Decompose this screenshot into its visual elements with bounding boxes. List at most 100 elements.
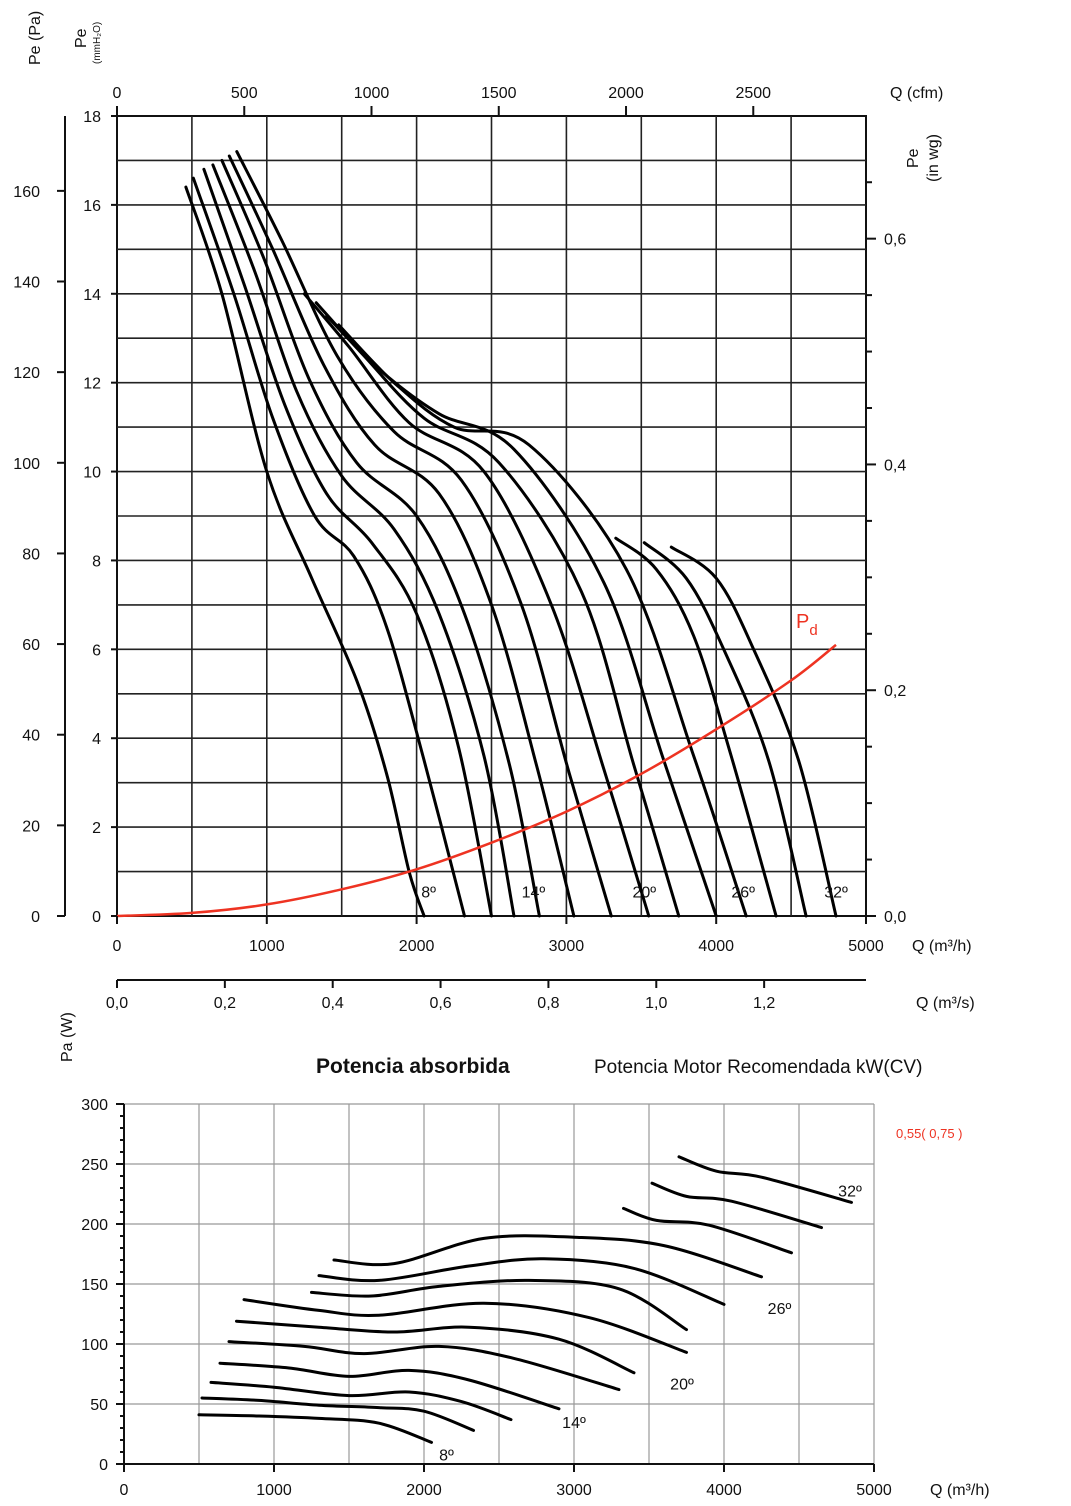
pa-tick-label: 20 [22, 818, 40, 835]
power-angle-label: 32º [838, 1183, 862, 1200]
lower-x-tick-label: 3000 [556, 1482, 592, 1499]
lower-x-axis-title: Q (m³/h) [930, 1482, 990, 1499]
lower-x-tick-label: 5000 [856, 1482, 892, 1499]
mm-tick-label: 4 [92, 731, 101, 748]
cfm-tick-label: 2000 [608, 85, 644, 102]
pa-tick-label: 140 [13, 275, 40, 292]
power-curve [650, 1181, 823, 1230]
lower-gridlines [124, 1103, 875, 1464]
angle-label: 26º [731, 885, 755, 902]
m3h-tick-label: 1000 [249, 938, 285, 955]
cfm-tick-label: 500 [231, 85, 258, 102]
pressure-curve [642, 541, 808, 918]
pressure-curve [191, 176, 466, 918]
power-angle-label: 26º [768, 1301, 792, 1318]
mm-axis-unit: (mmH₂O) [92, 22, 103, 64]
mm-tick-label: 14 [83, 287, 101, 304]
inwg-tick-label: 0,6 [884, 232, 906, 249]
motor-power-value: 0,55( 0,75 ) [896, 1126, 963, 1141]
mm-axis-title: Pe [73, 28, 90, 48]
mm-tick-label: 0 [92, 909, 101, 926]
pressure-curve [227, 154, 576, 918]
upper-angle-labels: 8º 14º 20º 26º 32º [421, 885, 848, 902]
pa-tick-label: 60 [22, 637, 40, 654]
motor-power-heading: Potencia Motor Recomendada kW(CV) [594, 1057, 922, 1078]
m3s-tick-label: 0,6 [429, 995, 451, 1012]
angle-label: 32º [824, 885, 848, 902]
m3s-tick-label: 1,0 [645, 995, 667, 1012]
mm-tick-label: 8 [92, 553, 101, 570]
m3s-tick-label: 0,2 [214, 995, 236, 1012]
lower-y-tick-label: 150 [81, 1277, 108, 1294]
mm-tick-label: 12 [83, 376, 101, 393]
power-curve [242, 1298, 688, 1354]
lower-angle-labels: 8º 14º 20º 26º 32º [439, 1183, 862, 1464]
pa-tick-label: 80 [22, 546, 40, 563]
pressure-curve [184, 185, 426, 918]
power-curve [197, 1413, 433, 1444]
power-curve [209, 1380, 513, 1422]
m3h-tick-label: 2000 [399, 938, 435, 955]
pa-axis-title: Pe (Pa) [27, 11, 44, 65]
pressure-curve [202, 167, 493, 918]
pressure-curve [302, 292, 651, 918]
pa-w-axis-title: Pa (W) [59, 1012, 76, 1062]
pa-tick-label: 100 [13, 456, 40, 473]
mm-tick-label: 16 [83, 198, 101, 215]
cfm-axis-title: Q (cfm) [890, 85, 943, 102]
lower-y-tick-label: 200 [81, 1217, 108, 1234]
mm-tick-label: 18 [83, 109, 101, 126]
power-angle-label: 20º [670, 1377, 694, 1394]
m3h-tick-label: 4000 [698, 938, 734, 955]
power-curve [235, 1319, 636, 1375]
pressure-curve [235, 150, 613, 918]
pressure-curve [669, 545, 838, 918]
cfm-tick-label: 0 [113, 85, 122, 102]
angle-label: 14º [522, 885, 546, 902]
power-chart-title: Potencia absorbida [316, 1055, 510, 1078]
lower-y-tick-label: 0 [99, 1457, 108, 1474]
pa-tick-label: 160 [13, 184, 40, 201]
pd-curve [116, 643, 837, 918]
angle-label: 20º [632, 885, 656, 902]
lower-x-tick-label: 4000 [706, 1482, 742, 1499]
lower-y-tick-label: 250 [81, 1157, 108, 1174]
lower-x-tick-label: 0 [120, 1482, 129, 1499]
m3s-tick-label: 1,2 [753, 995, 775, 1012]
power-curve [332, 1234, 763, 1279]
power-curve [677, 1155, 853, 1204]
pressure-curve [337, 323, 748, 918]
lower-power-curves [197, 1155, 853, 1444]
m3h-tick-label: 5000 [848, 938, 884, 955]
angle-label: 8º [421, 885, 436, 902]
lower-y-tick-label: 50 [90, 1397, 108, 1414]
m3h-tick-label: 3000 [549, 938, 585, 955]
m3s-tick-label: 0,4 [322, 995, 344, 1012]
mm-tick-label: 6 [92, 642, 101, 659]
power-angle-label: 14º [562, 1415, 586, 1432]
power-curve [310, 1278, 688, 1332]
inwg-axis-unit: (in wg) [925, 134, 942, 182]
lower-y-tick-label: 300 [81, 1097, 108, 1114]
inwg-tick-label: 0,2 [884, 683, 906, 700]
lower-y-tick-label: 100 [81, 1337, 108, 1354]
pressure-curve [220, 158, 541, 918]
m3h-tick-label: 0 [113, 938, 122, 955]
m3s-tick-label: 0,8 [537, 995, 559, 1012]
power-curve [317, 1257, 726, 1306]
power-angle-label: 8º [439, 1447, 454, 1464]
power-curve [227, 1340, 621, 1392]
pa-tick-label: 120 [13, 365, 40, 382]
cfm-tick-label: 1000 [354, 85, 390, 102]
inwg-tick-label: 0,0 [884, 909, 906, 926]
mm-tick-label: 10 [83, 465, 101, 482]
power-curve [200, 1396, 475, 1432]
lower-x-tick-label: 1000 [256, 1482, 292, 1499]
power-curve [218, 1361, 561, 1411]
m3s-axis-title: Q (m³/s) [916, 995, 975, 1012]
m3h-axis-title: Q (m³/h) [912, 938, 972, 955]
